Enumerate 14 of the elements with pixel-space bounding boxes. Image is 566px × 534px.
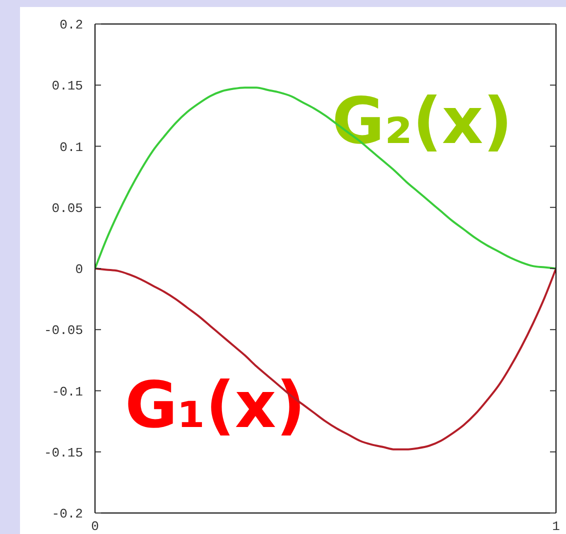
x-tick-label: 1	[552, 519, 560, 534]
y-tick-label: -0.1	[52, 384, 84, 400]
y-tick-label: 0.1	[60, 140, 84, 155]
line-series	[95, 86, 556, 270]
y-tick-label: -0.05	[44, 323, 83, 338]
y-tick-label: -0.2	[52, 506, 83, 522]
series-label: G₁(x)	[125, 369, 306, 443]
line-series	[95, 268, 556, 450]
y-tick-label: 0.15	[52, 78, 83, 94]
y-tick-label: 0.2	[60, 18, 83, 33]
y-tick-label: 0	[75, 262, 83, 278]
y-tick-label: -0.15	[44, 445, 83, 460]
y-tick-label: 0.05	[52, 200, 83, 216]
series-label: G₂(x)	[332, 85, 512, 159]
